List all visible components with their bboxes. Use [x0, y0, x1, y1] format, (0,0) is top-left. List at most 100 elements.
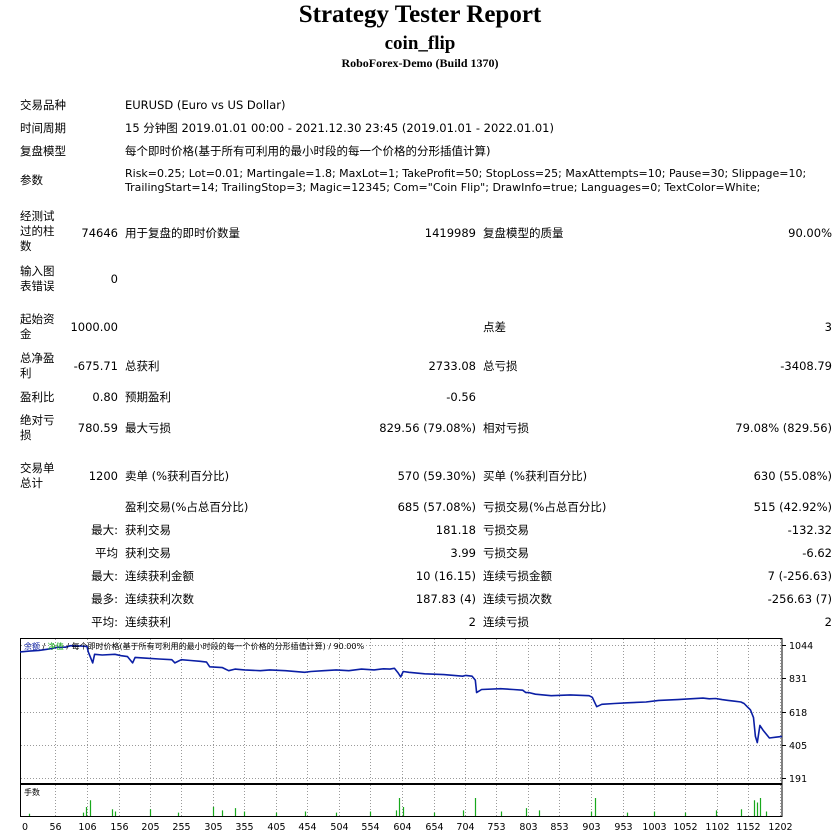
largest-prefix: 最大:	[91, 523, 118, 537]
avg-cons-win-label: 连续获利	[125, 615, 171, 629]
x-tick-label: 255	[172, 822, 190, 833]
volume-label: 手数	[24, 787, 40, 797]
quality-label: 复盘模型的质量	[483, 226, 564, 240]
abs-drawdown-value: 780.59	[77, 421, 118, 435]
gross-profit-value: 2733.08	[428, 359, 476, 373]
x-tick-label: 504	[330, 822, 348, 833]
max-cons-win-label: 连续获利金额	[125, 569, 194, 583]
gross-loss-label: 总亏损	[483, 359, 518, 373]
bars-value: 74646	[81, 226, 118, 240]
report-title: Strategy Tester Report	[298, 1, 542, 28]
loss-trades-value: 515 (42.92%)	[753, 500, 832, 514]
average-prefix: 平均	[95, 546, 118, 560]
x-tick-label: 1052	[673, 822, 697, 833]
short-trades-label: 卖单 (%获利百分比)	[125, 469, 230, 483]
x-tick-label: 654	[425, 822, 443, 833]
x-tick-label: 953	[614, 822, 632, 833]
win-trades-label: 盈利交易(%占总百分比)	[125, 500, 249, 514]
y-tick-label: 191	[789, 774, 807, 785]
y-tick-label: 618	[789, 708, 807, 719]
max-drawdown-label: 最大亏损	[125, 421, 171, 435]
most-cons-profit-label: 连续获利次数	[125, 592, 194, 606]
x-tick-label: 106	[78, 822, 96, 833]
y-tick-label: 831	[789, 674, 807, 685]
ticks-label: 用于复盘的即时价数量	[125, 226, 240, 240]
loss-trades-label: 亏损交易(%占总百分比)	[483, 500, 607, 514]
balance-line	[20, 644, 783, 744]
quality-value: 90.00%	[788, 226, 832, 240]
most-cons-loss-label: 连续亏损次数	[483, 592, 552, 606]
x-tick-label: 355	[235, 822, 253, 833]
rel-drawdown-label: 相对亏损	[483, 421, 529, 435]
x-tick-label: 704	[456, 822, 474, 833]
spread-label: 点差	[483, 320, 506, 334]
max-cons-loss-value: 7 (-256.63)	[767, 569, 832, 583]
x-tick-label: 1102	[705, 822, 729, 833]
params-line-1: Risk=0.25; Lot=0.01; Martingale=1.8; Max…	[125, 167, 807, 180]
ticks-value: 1419989	[424, 226, 476, 240]
payoff-value: -0.56	[446, 390, 476, 404]
period-label: 时间周期	[20, 121, 66, 135]
total-trades-label: 交易单总计	[20, 461, 55, 490]
avg-win-label: 获利交易	[125, 546, 171, 560]
payoff-label: 预期盈利	[125, 390, 171, 404]
avg-cons-loss-value: 2	[824, 615, 832, 629]
x-tick-label: 56	[49, 822, 61, 833]
mismatch-label: 输入图表错误	[20, 264, 55, 293]
avg-cons-prefix: 平均:	[91, 615, 118, 629]
mismatch-value: 0	[110, 272, 118, 286]
volume-plot-frame	[20, 784, 783, 817]
long-trades-label: 买单 (%获利百分比)	[483, 469, 588, 483]
spread-value: 3	[824, 320, 832, 334]
deposit-value: 1000.00	[70, 320, 118, 334]
avg-loss-label: 亏损交易	[483, 546, 529, 560]
params-line-2: TrailingStart=14; TrailingStop=3; Magic=…	[125, 181, 761, 194]
x-tick-label: 454	[298, 822, 316, 833]
x-tick-label: 205	[141, 822, 159, 833]
most-prefix: 最多:	[91, 592, 118, 606]
x-tick-label: 0	[22, 822, 28, 833]
server-name: RoboForex-Demo (Build 1370)	[341, 56, 499, 70]
rel-drawdown-value: 79.08% (829.56)	[735, 421, 832, 435]
avg-cons-win-value: 2	[468, 615, 476, 629]
x-tick-label: 803	[519, 822, 537, 833]
long-trades-value: 630 (55.08%)	[753, 469, 832, 483]
expert-name: coin_flip	[384, 33, 456, 54]
x-tick-label: 903	[582, 822, 600, 833]
symbol-value: EURUSD (Euro vs US Dollar)	[125, 98, 286, 112]
max-cons-win-value: 10 (16.15)	[415, 569, 476, 583]
abs-drawdown-label: 绝对亏损	[20, 413, 55, 442]
model-label: 复盘模型	[20, 144, 66, 158]
legend-sep: /	[40, 642, 48, 651]
win-trades-value: 685 (57.08%)	[397, 500, 476, 514]
max-cons-prefix: 最大:	[91, 569, 118, 583]
largest-win-value: 181.18	[435, 523, 476, 537]
x-tick-label: 604	[393, 822, 411, 833]
profit-factor-value: 0.80	[92, 390, 118, 404]
short-trades-value: 570 (59.30%)	[397, 469, 476, 483]
profit-factor-label: 盈利比	[20, 390, 55, 404]
most-cons-profit-value: 187.83 (4)	[415, 592, 476, 606]
x-tick-label: 1202	[768, 822, 792, 833]
total-trades-value: 1200	[88, 469, 118, 483]
y-tick-label: 405	[789, 741, 807, 752]
bars-label: 经测试过的柱数	[20, 209, 55, 253]
legend-model: / 每个即时价格(基于所有可利用的最小时段的每一个价格的分形插值计算) / 90…	[64, 641, 365, 651]
avg-cons-loss-label: 连续亏损	[483, 615, 529, 629]
x-tick-label: 1003	[642, 822, 666, 833]
max-drawdown-value: 829.56 (79.08%)	[379, 421, 476, 435]
legend-equity: 净值	[48, 641, 64, 651]
avg-loss-value: -6.62	[802, 546, 832, 560]
net-profit-label: 总净盈利	[20, 351, 55, 380]
gross-loss-value: -3408.79	[780, 359, 832, 373]
params-label: 参数	[20, 173, 43, 187]
model-value: 每个即时价格(基于所有可利用的最小时段的每一个价格的分形插值计算)	[125, 144, 491, 158]
most-cons-loss-value: -256.63 (7)	[767, 592, 832, 606]
largest-loss-label: 亏损交易	[483, 523, 529, 537]
legend-balance: 余额	[24, 641, 40, 651]
net-profit-value: -675.71	[73, 359, 118, 373]
x-tick-label: 853	[550, 822, 568, 833]
gross-profit-label: 总获利	[125, 359, 160, 373]
x-tick-label: 753	[487, 822, 505, 833]
chart-legend: 余额 / 净值 / 每个即时价格(基于所有可利用的最小时段的每一个价格的分形插值…	[24, 641, 364, 651]
